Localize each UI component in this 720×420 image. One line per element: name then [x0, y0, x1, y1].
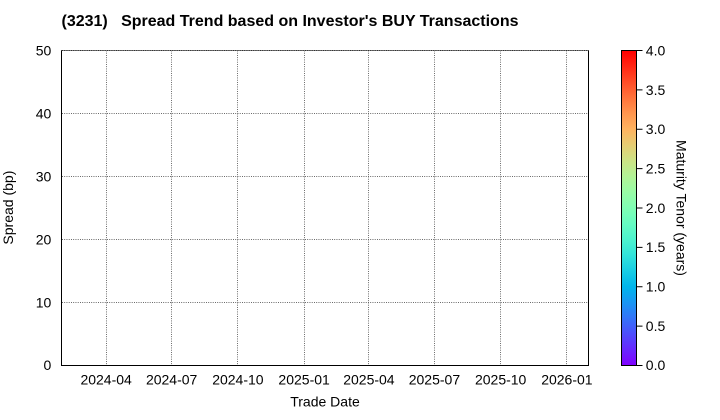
svg-text:Maturity Tenor (years): Maturity Tenor (years): [674, 140, 690, 276]
svg-text:2024-10: 2024-10: [212, 372, 264, 388]
svg-text:2026-01: 2026-01: [541, 372, 593, 388]
svg-text:1.0: 1.0: [646, 279, 666, 295]
svg-text:2024-04: 2024-04: [80, 372, 132, 388]
svg-text:30: 30: [36, 168, 52, 184]
svg-text:2024-07: 2024-07: [146, 372, 198, 388]
svg-text:1.5: 1.5: [646, 239, 666, 255]
svg-text:2.0: 2.0: [646, 200, 666, 216]
svg-text:10: 10: [36, 294, 52, 310]
svg-text:Trade Date: Trade Date: [290, 394, 360, 410]
svg-text:4.0: 4.0: [646, 43, 666, 59]
svg-text:(3231) Spread Trend based on: (3231) Spread Trend based on Investor's …: [62, 13, 519, 30]
svg-text:40: 40: [36, 105, 52, 121]
svg-text:2025-10: 2025-10: [475, 372, 527, 388]
svg-text:2025-01: 2025-01: [278, 372, 330, 388]
svg-text:3.5: 3.5: [646, 82, 666, 98]
svg-text:20: 20: [36, 231, 52, 247]
svg-text:2.5: 2.5: [646, 161, 666, 177]
svg-text:2025-04: 2025-04: [343, 372, 395, 388]
svg-text:50: 50: [36, 43, 52, 59]
svg-text:2025-07: 2025-07: [409, 372, 461, 388]
svg-text:0.0: 0.0: [646, 357, 666, 373]
svg-text:Spread (bp): Spread (bp): [0, 171, 16, 245]
svg-text:0.5: 0.5: [646, 318, 666, 334]
svg-text:0: 0: [44, 357, 52, 373]
svg-text:3.0: 3.0: [646, 121, 666, 137]
